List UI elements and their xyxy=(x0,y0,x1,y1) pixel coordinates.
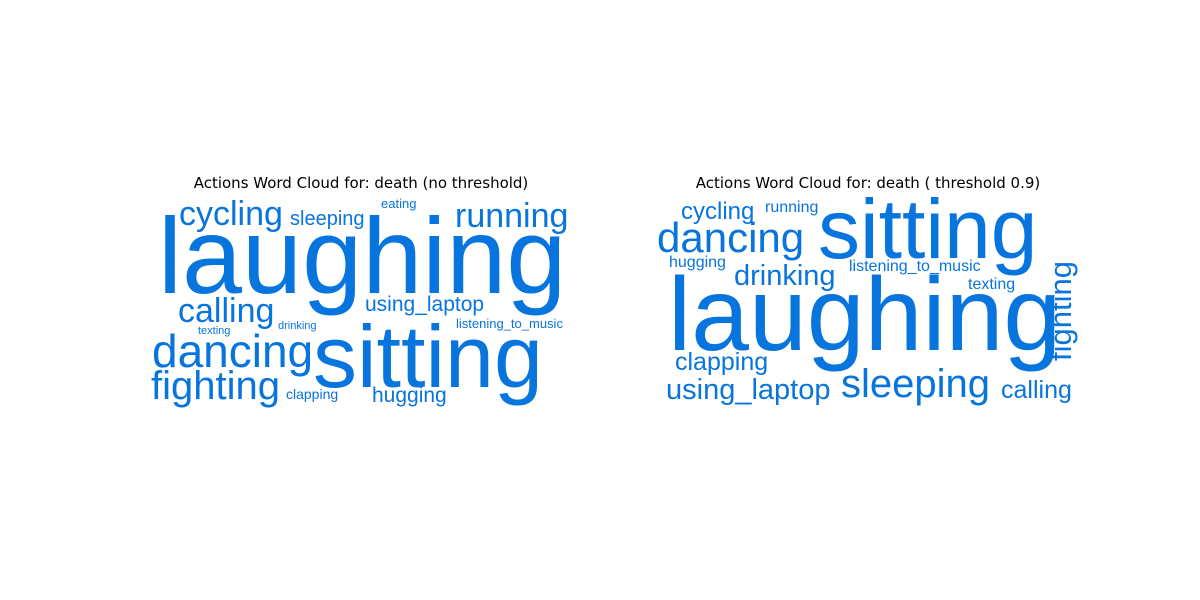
cloud-word-running: running xyxy=(765,199,818,216)
cloud-word-dancing: dancing xyxy=(657,214,804,261)
cloud-word-running: running xyxy=(455,197,568,235)
cloud-word-drinking: drinking xyxy=(734,260,836,292)
cloud-word-listening-to-music: listening_to_music xyxy=(849,258,981,275)
cloud-word-calling: calling xyxy=(178,292,274,330)
cloud-word-cycling: cycling xyxy=(681,198,754,225)
cloud-word-hugging: hugging xyxy=(669,254,726,271)
cloud-word-hugging: hugging xyxy=(372,384,447,407)
cloud-word-sitting: sitting xyxy=(313,307,543,406)
cloud-word-cycling: cycling xyxy=(179,195,283,233)
cloud-word-calling: calling xyxy=(1001,376,1072,404)
cloud-word-fighting: fighting xyxy=(1043,261,1078,361)
cloud-word-texting: texting xyxy=(198,325,230,337)
cloud-word-drinking: drinking xyxy=(278,320,317,332)
cloud-word-eating: eating xyxy=(381,196,416,211)
cloud-word-fighting: fighting xyxy=(151,364,280,408)
cloud-word-laughing: laughing xyxy=(668,257,1061,373)
cloud-word-listening-to-music: listening_to_music xyxy=(456,316,563,331)
cloud-word-texting: texting xyxy=(968,276,1015,293)
panel-title: Actions Word Cloud for: death (no thresh… xyxy=(193,174,529,192)
cloud-word-using-laptop: using_laptop xyxy=(365,293,484,316)
cloud-word-clapping: clapping xyxy=(675,348,768,376)
cloud-word-sleeping: sleeping xyxy=(290,208,365,230)
cloud-word-dancing: dancing xyxy=(152,325,313,377)
cloud-word-laughing: laughing xyxy=(158,195,566,316)
cloud-word-clapping: clapping xyxy=(286,386,338,402)
cloud-word-sitting: sitting xyxy=(818,182,1037,276)
cloud-word-using-laptop: using_laptop xyxy=(666,374,830,406)
cloud-word-sleeping: sleeping xyxy=(841,362,990,406)
panel-title: Actions Word Cloud for: death ( threshol… xyxy=(695,174,1041,192)
